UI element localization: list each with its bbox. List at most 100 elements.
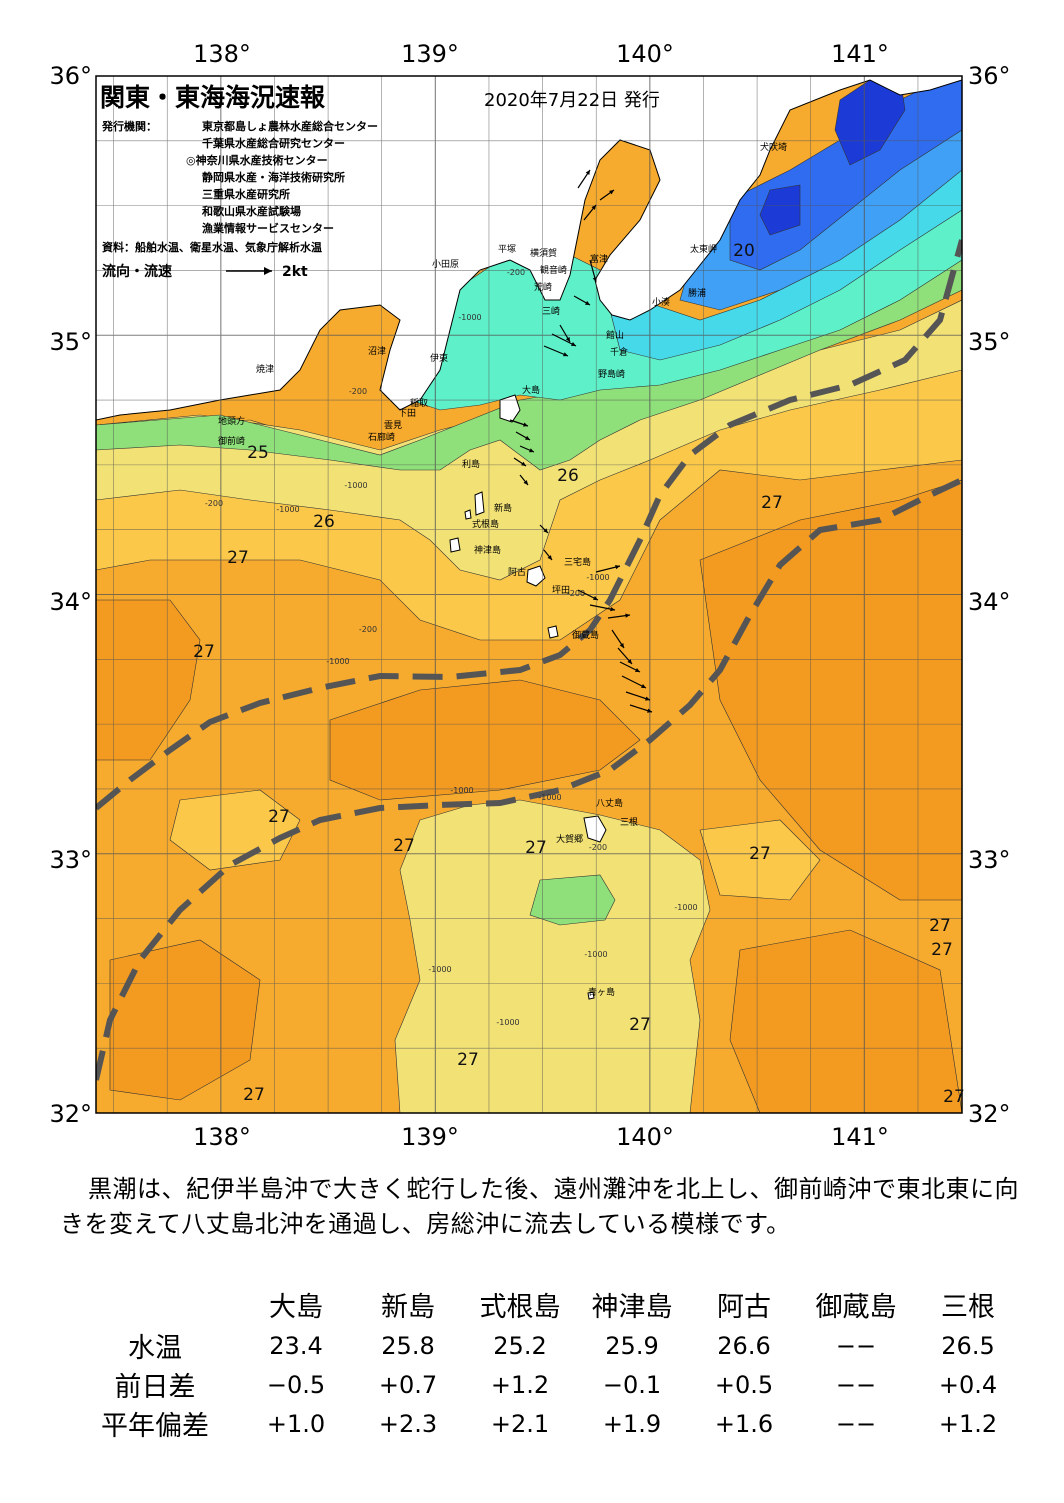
place-name: 富津	[590, 253, 608, 265]
lon-label: 138°	[193, 1123, 251, 1151]
depth-label: -200	[589, 843, 607, 852]
land-aogashima	[587, 991, 595, 1000]
current-arrowhead	[591, 205, 596, 210]
place-name: 雲見	[384, 420, 402, 431]
lat-label: 35°	[968, 328, 1011, 356]
isotherm-label: 27	[525, 838, 547, 858]
depth-label: -200	[205, 499, 223, 508]
land-niijima	[474, 491, 485, 516]
current-arrowhead	[641, 684, 646, 688]
isotherm-label: 27	[761, 493, 783, 513]
place-name: 坪田	[552, 585, 570, 596]
lon-label: 138°	[193, 40, 251, 68]
depth-label: -200	[349, 387, 367, 396]
station-header: 式根島	[479, 1291, 561, 1323]
current-arrowhead	[619, 643, 624, 648]
isotherm-label: 26	[557, 466, 579, 486]
sst-area-28-se	[729, 929, 962, 1113]
land-hachijojima	[583, 815, 607, 843]
land-shikinejima	[464, 509, 472, 520]
current-arrowhead	[547, 555, 552, 560]
lat-label: 34°	[49, 588, 92, 616]
lat-label: 36°	[968, 62, 1011, 90]
row-label: 平年偏差	[101, 1411, 209, 1442]
table-cell: 26.5	[941, 1331, 995, 1360]
current-arrowhead	[593, 596, 598, 600]
publisher-name: 東京都島しょ農林水産総合センター	[202, 119, 378, 133]
lat-label: 33°	[49, 846, 92, 874]
lon-label: 139°	[401, 1123, 459, 1151]
current-arrowhead	[523, 480, 528, 485]
current-arrowhead	[585, 300, 590, 305]
map-frame	[95, 75, 963, 1114]
current-arrows	[509, 169, 653, 713]
current-arrowhead	[592, 277, 597, 282]
isotherm-label: 27	[457, 1050, 479, 1070]
table-cell: 26.6	[717, 1331, 771, 1360]
depth-label: -1000	[276, 505, 299, 514]
place-name: 太東岬	[690, 243, 717, 255]
table-row: 水温 23.4 25.8 25.2 25.9 26.6 −− 26.5	[70, 1326, 1024, 1365]
place-name: 三崎	[542, 305, 560, 317]
current-arrowhead	[571, 342, 576, 346]
current-arrowhead	[635, 668, 640, 672]
flow-scale-arrowhead	[264, 267, 272, 275]
isotherm-label: 20	[733, 241, 755, 261]
table-cell: +0.5	[714, 1370, 774, 1399]
place-name: 沼津	[368, 346, 386, 357]
isotherm-label: 27	[943, 1087, 965, 1107]
table-cell: −0.1	[602, 1370, 662, 1399]
lon-label: 139°	[401, 40, 459, 68]
table-cell: +1.6	[714, 1409, 774, 1438]
place-name: 野島崎	[598, 368, 625, 380]
place-name: 八丈島	[596, 797, 623, 809]
publisher-name: ◎神奈川県水産技術センター	[186, 153, 328, 167]
land-honshu	[96, 76, 962, 421]
depth-label: -1000	[458, 313, 481, 322]
current-arrowhead	[529, 448, 534, 453]
place-name: 千倉	[610, 346, 628, 358]
depth-label: -1000	[344, 481, 367, 490]
place-name: 下田	[398, 408, 416, 419]
lat-label: 32°	[49, 1100, 92, 1128]
place-name: 青ヶ島	[588, 986, 615, 998]
place-name: 大島	[522, 384, 540, 396]
table-cell: +1.2	[490, 1370, 550, 1399]
place-name: 焼津	[256, 364, 274, 375]
place-name: 地頭方	[218, 415, 245, 427]
lon-label: 141°	[831, 40, 889, 68]
land-kozushima	[449, 537, 461, 553]
current-arrowhead	[645, 696, 650, 701]
isotherm-label: 27	[268, 807, 290, 827]
place-name: 式根島	[472, 518, 499, 530]
kuroshio-axis-line	[96, 239, 962, 811]
depth-label: -1000	[538, 793, 561, 802]
isotherm-label: 27	[227, 548, 249, 568]
sst-area-28-west	[96, 599, 201, 761]
kuroshio-axis-group	[96, 239, 962, 1081]
table-cell: +0.4	[938, 1370, 998, 1399]
kuroshio-summary: 黒潮は、紀伊半島沖で大きく蛇行した後、遠州灘沖を北上し、御前崎沖で東北東に向きを…	[60, 1172, 1020, 1242]
table-corner	[70, 1282, 240, 1326]
current-arrowhead	[543, 528, 548, 533]
place-name: 観音崎	[540, 264, 567, 276]
sst-area-22	[599, 159, 962, 361]
table-cell: +1.2	[938, 1409, 998, 1438]
place-name: 三根	[620, 816, 638, 828]
table-cell: 25.8	[381, 1331, 435, 1360]
place-name: 館山	[606, 329, 624, 341]
current-arrowhead	[625, 613, 630, 618]
place-name: 荒崎	[534, 281, 552, 293]
place-name: 横須賀	[530, 247, 557, 259]
table-row: 平年偏差 +1.0 +2.3 +2.1 +1.9 +1.6 −− +1.2	[70, 1404, 1024, 1443]
longitude-labels-bottom: 138° 139° 140° 141°	[193, 1123, 889, 1151]
place-name: 三宅島	[564, 556, 591, 568]
current-arrowhead	[610, 606, 615, 612]
publisher-name: 千葉県水産総合研究センター	[202, 136, 345, 150]
table-cell: +1.9	[602, 1409, 662, 1438]
place-name: 勝浦	[688, 287, 706, 299]
depth-label: -1000	[326, 657, 349, 666]
place-name: 新島	[494, 502, 512, 514]
station-header: 神津島	[591, 1291, 673, 1323]
publisher-name: 和歌山県水産試験場	[202, 204, 301, 218]
